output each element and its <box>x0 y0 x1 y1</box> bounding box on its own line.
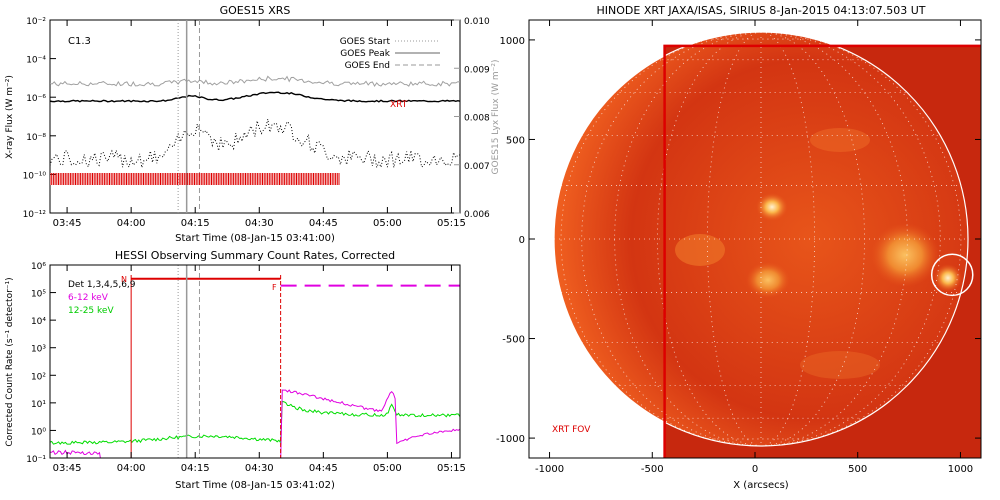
x-tick-label: 03:45 <box>53 463 82 474</box>
x-tick-label: 05:15 <box>437 218 466 229</box>
active-region-1 <box>756 193 788 221</box>
goes-x-label: Start Time (08-Jan-15 03:41:00) <box>175 233 335 244</box>
x-tick-label: 500 <box>848 464 867 475</box>
y-tick-label: 10¹ <box>31 400 46 410</box>
longitude-line <box>614 32 762 446</box>
active-region-2 <box>746 262 790 298</box>
y-tick-label: 10⁻¹² <box>23 210 47 220</box>
x-tick-label: 04:45 <box>309 463 338 474</box>
hessi-title: HESSI Observing Summary Count Rates, Cor… <box>115 249 395 262</box>
xrt-panel: HINODE XRT JAXA/ISAS, SIRIUS 8-Jan-2015 … <box>496 4 982 491</box>
solar-limb <box>553 31 969 447</box>
x-tick-label: 04:30 <box>245 218 274 229</box>
goes-lya-series <box>50 75 460 87</box>
x-tick-label: 04:45 <box>309 218 338 229</box>
xrt-fov-label: XRT FOV <box>552 425 591 435</box>
night-label: N <box>121 275 127 284</box>
goes-y-ticks-right: 0.006 0.007 0.008 0.009 0.010 <box>454 17 490 220</box>
longitude-line <box>760 32 865 446</box>
xrt-label: XRT <box>390 100 408 110</box>
xrt-x-label: X (arcsecs) <box>733 480 789 491</box>
hessi-y-label: Corrected Count Rate (s⁻¹ detector⁻¹) <box>5 277 15 446</box>
y-tick-label: 10⁻² <box>26 17 46 27</box>
xrt-title: HINODE XRT JAXA/ISAS, SIRIUS 8-Jan-2015 … <box>597 4 926 17</box>
x-tick-label: 04:15 <box>181 218 210 229</box>
hessi-12-25-series <box>50 400 460 445</box>
xrt-x-ticks: -1000 -500 0 500 1000 <box>535 20 973 475</box>
goes-y-label: X-ray Flux (W m⁻²) <box>5 75 15 159</box>
x-tick-label: 05:15 <box>437 463 466 474</box>
y-tick-label: 10⁵ <box>31 290 46 300</box>
goes-short-series <box>50 118 460 170</box>
active-region-3 <box>871 223 939 287</box>
x-tick-label: 05:00 <box>373 218 402 229</box>
goes-y-ticks: 10⁻¹² 10⁻¹⁰ 10⁻⁸ 10⁻⁶ 10⁻⁴ 10⁻² <box>23 17 56 220</box>
x-tick-label: 04:30 <box>245 463 274 474</box>
goes-x-ticks: 03:45 04:00 04:15 04:30 04:45 05:00 05:15 <box>53 20 466 229</box>
xrt-y-ticks: -1000 -500 0 500 1000 <box>496 36 981 445</box>
active-region-7 <box>800 351 880 379</box>
hessi-panel: HESSI Observing Summary Count Rates, Cor… <box>5 249 466 491</box>
active-region-5 <box>675 234 725 266</box>
longitude-line <box>760 32 908 446</box>
y-tick-label: 10⁻⁴ <box>26 56 46 66</box>
goes-legend: GOES Start GOES Peak GOES End <box>340 37 440 71</box>
y-tick-label: 0 <box>519 235 525 246</box>
y-tick-label: 10⁻⁶ <box>26 94 46 104</box>
goes-title: GOES15 XRS <box>220 4 291 17</box>
y-tick-label: 10⁻¹ <box>26 455 46 465</box>
x-tick-label: 04:00 <box>117 463 146 474</box>
goes-class-label: C1.3 <box>68 36 91 47</box>
y-tick-label: 10⁻¹⁰ <box>23 171 47 181</box>
xrt-coverage-bars <box>50 173 340 185</box>
active-region-4 <box>934 264 962 292</box>
flare-label: F <box>272 283 277 292</box>
flare-location-circle <box>930 253 974 297</box>
x-tick-label: 04:00 <box>117 218 146 229</box>
y-tick-label: 500 <box>506 135 525 146</box>
x-tick-label: -500 <box>641 464 664 475</box>
y-tick-label: -500 <box>502 335 525 346</box>
y-tick-label: 10⁴ <box>31 317 46 327</box>
xrt-fov-box <box>663 44 981 458</box>
hessi-y-ticks: 10⁻¹ 10⁰ 10¹ 10² 10³ 10⁴ 10⁵ 10⁶ <box>26 262 56 465</box>
x-tick-label: 1000 <box>948 464 973 475</box>
y-tick-label: -1000 <box>496 434 525 445</box>
legend-6-12-kev: 6-12 keV <box>68 293 109 303</box>
hessi-plot-frame <box>49 264 461 459</box>
hessi-x-ticks: 03:45 04:00 04:15 04:30 04:45 05:00 05:15 <box>53 265 466 474</box>
longitude-line <box>657 32 762 446</box>
x-tick-label: 03:45 <box>53 218 82 229</box>
hessi-x-label: Start Time (08-Jan-15 03:41:02) <box>175 480 335 491</box>
legend-goes-end: GOES End <box>345 61 390 71</box>
y-tick-label: 10⁻⁸ <box>26 133 46 143</box>
y-tick-label: 10⁰ <box>31 427 46 437</box>
x-tick-label: -1000 <box>535 464 564 475</box>
y-tick-right-label: 0.010 <box>464 17 490 27</box>
y-tick-right-label: 0.007 <box>464 162 490 172</box>
goes-panel: GOES15 XRS 03:45 04:00 04:15 04:30 04:45 05:0… <box>5 4 501 244</box>
legend-goes-peak: GOES Peak <box>340 49 390 59</box>
y-tick-label: 10⁶ <box>31 262 46 272</box>
heliographic-grid <box>554 32 968 446</box>
y-tick-label: 1000 <box>500 36 525 47</box>
y-tick-right-label: 0.009 <box>464 65 490 75</box>
legend-goes-start: GOES Start <box>340 37 391 47</box>
hessi-6-12-series <box>50 389 460 458</box>
x-tick-label: 05:00 <box>373 463 402 474</box>
hessi-det-label: Det 1,3,4,5,6,9 <box>68 280 136 290</box>
y-tick-label: 10² <box>31 372 46 382</box>
x-tick-label: 04:15 <box>181 463 210 474</box>
goes-y-label-right: GOES15 Lyx Flux (W m⁻²) <box>491 60 501 175</box>
y-tick-label: 10³ <box>31 345 46 355</box>
legend-12-25-kev: 12-25 keV <box>68 306 114 316</box>
y-tick-right-label: 0.006 <box>464 210 490 220</box>
y-tick-right-label: 0.008 <box>464 114 490 124</box>
x-tick-label: 0 <box>752 464 758 475</box>
active-region-6 <box>810 128 870 152</box>
goes-long-series <box>50 91 460 103</box>
